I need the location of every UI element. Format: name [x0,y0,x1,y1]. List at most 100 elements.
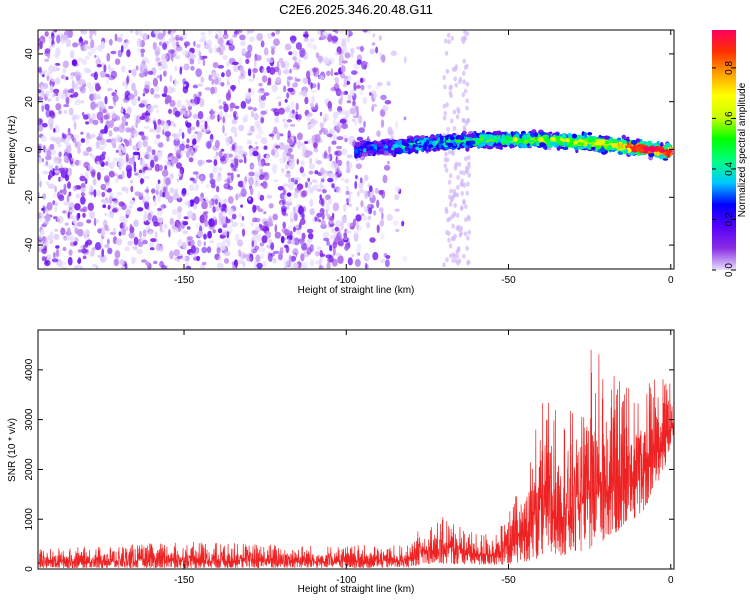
heatmap-cell [343,232,348,238]
heatmap-cell [491,135,498,141]
heatmap-cell [101,248,105,258]
heatmap-cell [227,196,234,204]
heatmap-cell [341,148,348,156]
heatmap-cell [300,142,306,147]
heatmap-cell [43,69,48,74]
heatmap-cell [355,214,362,222]
heatmap-cell [294,186,301,193]
heatmap-cell [340,177,345,182]
heatmap-cell [275,30,280,35]
heatmap-cell [520,143,528,149]
heatmap-cell [331,36,339,42]
heatmap-cell [218,255,222,263]
heatmap-cell [447,237,451,243]
heatmap-cell [238,192,242,198]
heatmap-cell [301,146,307,152]
heatmap-cell [149,159,155,168]
heatmap-cell [394,185,401,193]
heatmap-cell [314,216,318,222]
heatmap-cell [426,139,430,145]
heatmap-cell [96,63,102,68]
heatmap-cell [321,212,325,220]
heatmap-cell [445,135,449,141]
heatmap-cell [204,219,209,227]
heatmap-cell [617,142,621,148]
heatmap-cell [110,137,117,146]
heatmap-cell [539,132,546,135]
heatmap-cell [240,188,247,197]
heatmap-cell [144,195,150,203]
heatmap-cell [47,98,52,102]
heatmap-cell [42,236,46,245]
heatmap-cell [325,209,329,217]
heatmap-cell [260,116,265,124]
heatmap-cell [39,40,43,50]
heatmap-cell [80,245,84,249]
heatmap-cell [383,164,391,171]
heatmap-cell [442,262,446,268]
heatmap-cell [131,257,136,265]
heatmap-cell [176,99,182,108]
heatmap-cell [327,101,333,109]
y-tick-label: -40 [24,237,35,252]
heatmap-cell [54,160,59,164]
heatmap-cell [160,244,164,249]
heatmap-cell [225,152,230,161]
heatmap-cell [54,206,58,212]
heatmap-cell [219,51,224,56]
heatmap-cell [332,202,340,212]
heatmap-cell [228,153,233,158]
heatmap-cell [310,82,313,90]
heatmap-cell [174,188,179,197]
heatmap-cell [180,150,184,158]
heatmap-cell [95,140,100,150]
heatmap-cell [296,158,299,165]
heatmap-cell [622,143,627,148]
heatmap-cell [464,204,468,210]
heatmap-cell [51,78,57,82]
heatmap-cell [199,39,204,43]
heatmap-cell [355,248,362,254]
heatmap-cell [358,115,363,124]
heatmap-cell [177,194,181,200]
heatmap-cell [254,245,260,251]
heatmap-cell [226,238,231,247]
heatmap-cell [69,50,75,59]
heatmap-cell [169,100,176,107]
heatmap-cell [224,112,228,118]
heatmap-cell [360,213,365,217]
heatmap-cell [139,30,143,37]
heatmap-cell [124,246,130,252]
heatmap-cell [196,119,200,128]
heatmap-cell [621,139,627,144]
heatmap-cell [174,110,181,118]
heatmap-cell [105,227,110,232]
heatmap-cell [282,85,287,93]
heatmap-cell [334,174,338,181]
heatmap-cell [241,223,245,228]
heatmap-cell [94,242,102,251]
heatmap-cell [445,140,451,143]
heatmap-cell [112,156,118,166]
heatmap-cell [237,259,244,265]
heatmap-cell [225,42,231,46]
heatmap-cell [80,187,86,193]
heatmap-cell [41,207,45,211]
heatmap-cell [213,44,217,54]
heatmap-cell [565,138,570,143]
heatmap-cell [210,182,216,189]
heatmap-cell [225,92,231,101]
heatmap-cell [52,252,56,259]
heatmap-cell [287,147,293,153]
heatmap-cell [249,125,255,132]
heatmap-cell [211,78,214,86]
heatmap-cell [395,120,399,130]
heatmap-cell [229,208,235,215]
heatmap-cell [227,207,233,217]
heatmap-cell [459,225,464,231]
heatmap-cell [394,147,401,152]
heatmap-cell [463,231,468,237]
heatmap-cell [648,152,655,158]
heatmap-cell [153,138,160,145]
heatmap-cell [331,228,336,234]
